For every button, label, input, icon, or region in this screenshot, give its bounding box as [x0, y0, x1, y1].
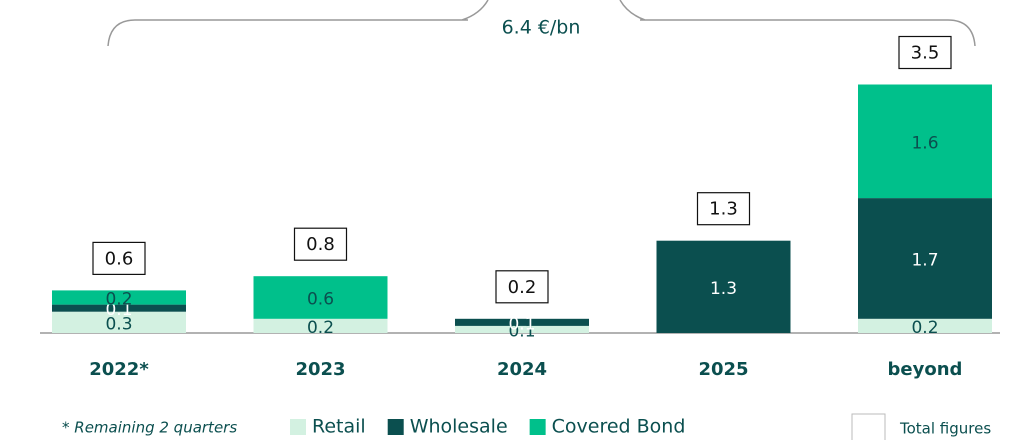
total-box [696, 192, 751, 226]
bar-segment [858, 318, 992, 333]
legend-swatch [290, 419, 306, 435]
bar-segment [52, 304, 186, 312]
bar-segment [52, 311, 186, 333]
totals-legend-box [851, 413, 886, 440]
total-label: 0.2 [508, 277, 537, 298]
total-box [92, 241, 146, 275]
legend-swatch [387, 419, 404, 435]
bar-segment [52, 290, 186, 305]
totals-legend: Total figures [899, 420, 991, 438]
bar-segment [455, 325, 589, 333]
value-label: 0.1 [508, 321, 535, 341]
value-label: 1.6 [911, 133, 938, 153]
value-label: 0.3 [105, 314, 132, 334]
footnote: * Remaining 2 quarters [62, 419, 237, 437]
value-label: 0.1 [508, 314, 535, 334]
x-tick-label: beyond [888, 359, 963, 380]
bar-segment [455, 318, 589, 326]
x-tick-label: 2024 [497, 359, 547, 380]
value-label: 0.2 [307, 318, 334, 338]
legend-label: Covered Bond [552, 416, 686, 438]
bar-segment [253, 276, 388, 319]
bar-segment [253, 318, 388, 333]
legend-swatch [529, 419, 546, 435]
legend-label: Retail [312, 416, 366, 438]
annotation: 6.4 €/bn [502, 17, 581, 39]
total-box [495, 270, 549, 304]
total-box [293, 227, 348, 261]
value-label: 0.6 [307, 290, 334, 310]
total-label: 3.5 [911, 43, 940, 64]
value-label: 0.2 [105, 290, 132, 310]
x-tick-label: 2022* [89, 359, 149, 380]
bar-segment [656, 240, 791, 333]
value-label: 0.2 [911, 318, 938, 338]
x-tick-label: 2023 [295, 359, 345, 380]
legend-label: Wholesale [410, 416, 508, 438]
total-label: 1.3 [709, 199, 738, 220]
value-label: 0.1 [105, 300, 132, 320]
bar-segment [858, 198, 992, 319]
bracket [107, 0, 976, 47]
value-label: 1.7 [911, 250, 938, 270]
bar-segment [858, 84, 992, 199]
x-tick-label: 2025 [698, 359, 748, 380]
total-label: 0.8 [306, 234, 335, 255]
total-box [898, 35, 952, 70]
total-label: 0.6 [105, 248, 134, 269]
value-label: 1.3 [710, 279, 737, 299]
